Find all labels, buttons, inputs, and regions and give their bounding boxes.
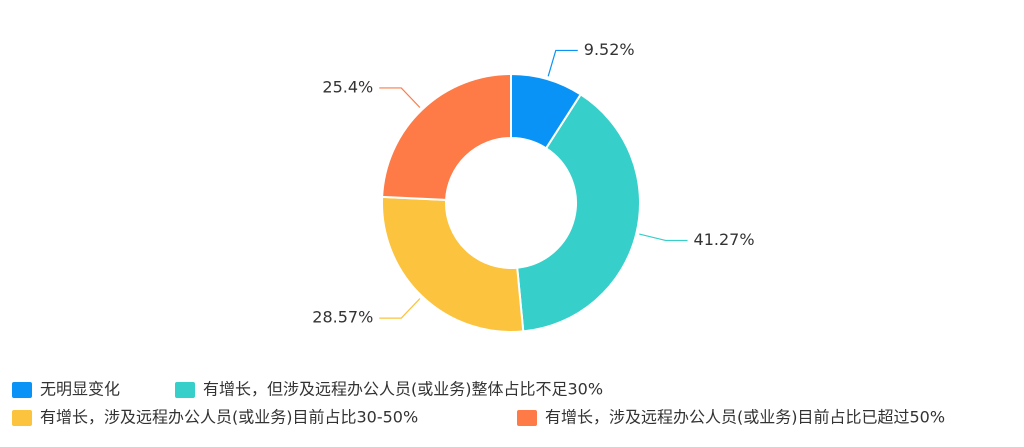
leader-line bbox=[379, 298, 421, 319]
donut-slice bbox=[516, 93, 641, 333]
data-label: 28.57% bbox=[312, 308, 373, 327]
data-label: 25.4% bbox=[322, 77, 373, 96]
legend-swatch bbox=[12, 382, 32, 398]
leader-line bbox=[379, 87, 421, 108]
leader-line bbox=[639, 233, 688, 242]
data-label: 41.27% bbox=[694, 230, 755, 249]
data-label: 9.52% bbox=[584, 40, 635, 59]
legend-swatch bbox=[175, 382, 195, 398]
legend-label: 有增长，但涉及远程办公人员(或业务)整体占比不足30% bbox=[203, 380, 603, 399]
legend-swatch bbox=[12, 410, 32, 426]
legend-label: 有增长，涉及远程办公人员(或业务)目前占比30-50% bbox=[40, 408, 418, 427]
leader-line bbox=[547, 49, 578, 77]
donut-slice bbox=[381, 72, 512, 201]
legend-label: 无明显变化 bbox=[40, 380, 120, 399]
donut-slice bbox=[381, 195, 525, 333]
legend-swatch bbox=[517, 410, 537, 426]
legend-label: 有增长，涉及远程办公人员(或业务)目前占比已超过50% bbox=[545, 408, 945, 427]
